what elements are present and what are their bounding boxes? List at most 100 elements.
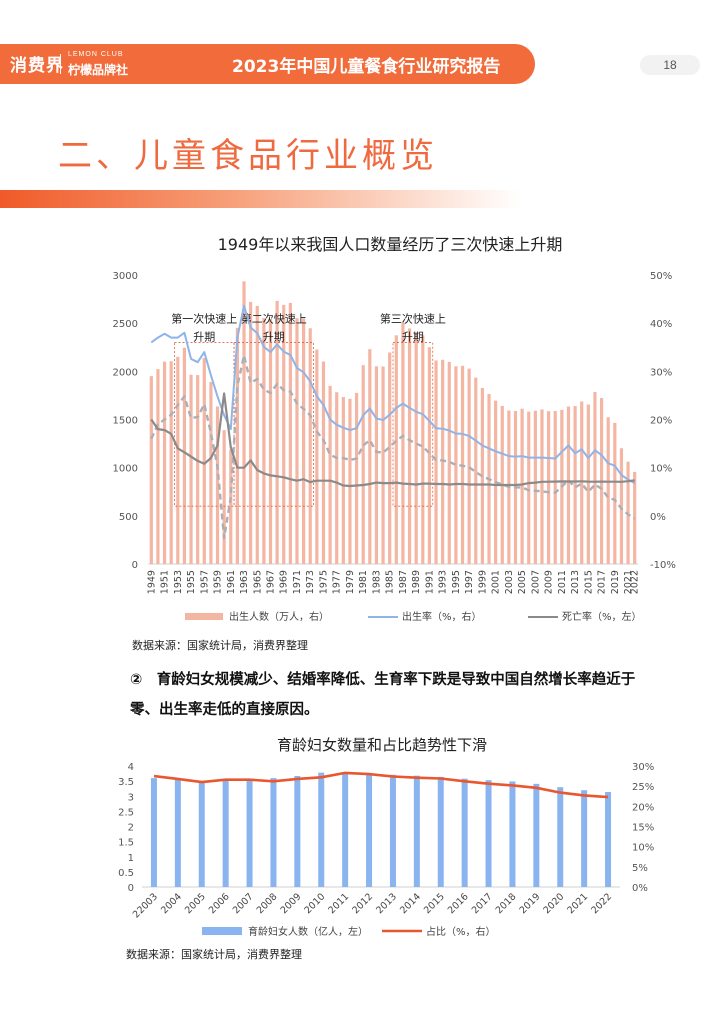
chart1-x-tick: 1963 — [239, 570, 250, 594]
chart1-legend-bar-swatch — [185, 613, 223, 620]
chart1-bar — [527, 411, 531, 564]
chart2-x-tick: 2010 — [302, 891, 327, 916]
chart1-legend-label: 出生人数（万人，右） — [229, 610, 329, 623]
chart1-x-tick: 1975 — [318, 570, 329, 594]
chart1-bar — [315, 349, 319, 564]
chart1-bar — [169, 361, 173, 564]
chart1-bar — [162, 361, 167, 564]
chart1-bar — [242, 281, 246, 564]
chart1-x-tick: 1961 — [226, 570, 237, 594]
chart1-x-tick: 2011 — [557, 570, 568, 594]
chart2-x-tick: 2018 — [494, 891, 519, 916]
chart1-bar — [381, 366, 385, 564]
chart2-share-line — [153, 771, 609, 799]
chart1-right-tick: 10% — [650, 464, 672, 475]
report-header-bar — [0, 44, 535, 84]
logo-divider — [60, 54, 61, 74]
chart2-x-tick: 2016 — [446, 891, 471, 916]
chart2-left-tick: 0.5 — [118, 868, 134, 879]
chart1-bar — [361, 365, 365, 564]
chart2-bar — [389, 774, 396, 887]
chart1-x-tick: 1965 — [252, 570, 263, 594]
chart2-title: 育龄妇女数量和占比趋势性下滑 — [277, 736, 487, 754]
chart1-bar — [388, 352, 392, 564]
chart2-bar — [222, 779, 229, 887]
chart1-right-tick: 20% — [650, 416, 672, 427]
chart2-right-tick: 10% — [632, 843, 654, 854]
chart1-right-tick: 0% — [650, 512, 666, 523]
chart1-bar — [566, 406, 571, 564]
chart1-bar — [580, 401, 584, 564]
chart2-x-tick: 22003 — [131, 891, 160, 920]
population-chart: 1949年以来我国人口数量经历了三次快速上升期 0 500 1000 1500 2000 2… — [113, 235, 676, 623]
chart1-bar — [222, 430, 226, 564]
chart1-bar — [308, 328, 312, 564]
chart1-x-tick: 1977 — [332, 570, 343, 594]
chart1-x-tick: 1953 — [173, 570, 184, 594]
chart1-bar — [454, 366, 458, 564]
chart2-right-tick: 30% — [632, 762, 654, 773]
chart2-bar — [413, 775, 420, 887]
chart2-x-tick: 2020 — [541, 891, 566, 916]
chart1-bar — [196, 375, 200, 564]
page-number: 18 — [640, 55, 700, 75]
chart2-x-tick: 2019 — [518, 891, 543, 916]
chart1-left-tick: 2000 — [113, 367, 138, 378]
chart2-bar — [366, 772, 373, 887]
chart1-bar — [328, 385, 332, 564]
chart1-annotation-label: 第三次快速上 — [380, 311, 446, 325]
chart1-annotation-label: 升期 — [263, 330, 285, 343]
chart2-bar — [509, 781, 516, 887]
chart2-right-tick: 5% — [632, 863, 648, 874]
chart1-bar — [573, 406, 577, 564]
chart2-bar — [198, 781, 205, 887]
chart1-x-tick: 1957 — [199, 570, 210, 594]
chart1-bar — [275, 300, 279, 564]
chart1-legend-label: 死亡率（%，左） — [562, 610, 642, 623]
brand-logo: 消费界 — [10, 56, 64, 76]
chart1-bar — [520, 408, 524, 564]
chart1-annotation-label: 第二次快速上 — [241, 311, 307, 325]
chart1-x-tick: 1991 — [424, 570, 435, 594]
chart2-right-tick: 15% — [632, 823, 654, 834]
chart1-x-tick: 1951 — [160, 570, 171, 594]
chart1-x-tick: 1973 — [305, 570, 316, 594]
chart1-bar — [295, 318, 299, 564]
chart1-right-tick: 30% — [650, 367, 672, 378]
chart1-title: 1949年以来我国人口数量经历了三次快速上升期 — [218, 235, 563, 254]
chart1-bar — [619, 448, 624, 564]
chart1-bar — [441, 359, 445, 564]
chart1-bar — [407, 328, 412, 564]
chart1-x-tick: 1959 — [213, 570, 224, 594]
chart2-x-tick: 2008 — [255, 891, 280, 916]
report-title: 2023年中国儿童餐食行业研究报告 — [232, 57, 501, 77]
chart2-bar — [461, 778, 468, 887]
chart2-x-tick: 2013 — [374, 891, 399, 916]
chart2-bar — [533, 783, 540, 887]
chart1-right-tick: 40% — [650, 319, 672, 330]
chart2-bar — [270, 778, 277, 887]
chart1-left-tick: 500 — [119, 512, 138, 523]
chart1-bar — [268, 319, 273, 564]
chart2-left-tick: 1 — [128, 853, 134, 864]
chart1-bar — [321, 361, 326, 564]
chart1-bar — [348, 398, 352, 564]
chart1-x-tick: 1985 — [385, 570, 396, 594]
chart1-x-tick: 2005 — [517, 570, 528, 594]
chart1-left-tick: 0 — [132, 560, 138, 571]
chart1-x-tick: 1987 — [398, 570, 409, 594]
chart1-x-tick: 2001 — [491, 570, 502, 594]
chart1-bar — [368, 349, 372, 564]
chart1-bar — [394, 335, 398, 564]
chart1-bar — [421, 335, 425, 564]
chart1-x-tick: 1981 — [358, 570, 369, 594]
chart1-bar — [282, 304, 286, 564]
chart2-left-tick: 2 — [128, 823, 134, 834]
chart1-x-tick: 2015 — [583, 570, 594, 594]
chart1-bar — [255, 305, 259, 564]
chart2-x-tick: 2011 — [326, 891, 351, 916]
chart1-x-tick: 1999 — [477, 570, 488, 594]
fertile-women-chart: 育龄妇女数量和占比趋势性下滑 0 0.5 1 1.5 2 2.5 3 3.5 4 0% 5% 10% 15… — [118, 736, 654, 938]
chart2-bar — [437, 776, 444, 887]
chart2-legend-label: 占比（%，右） — [426, 925, 496, 938]
